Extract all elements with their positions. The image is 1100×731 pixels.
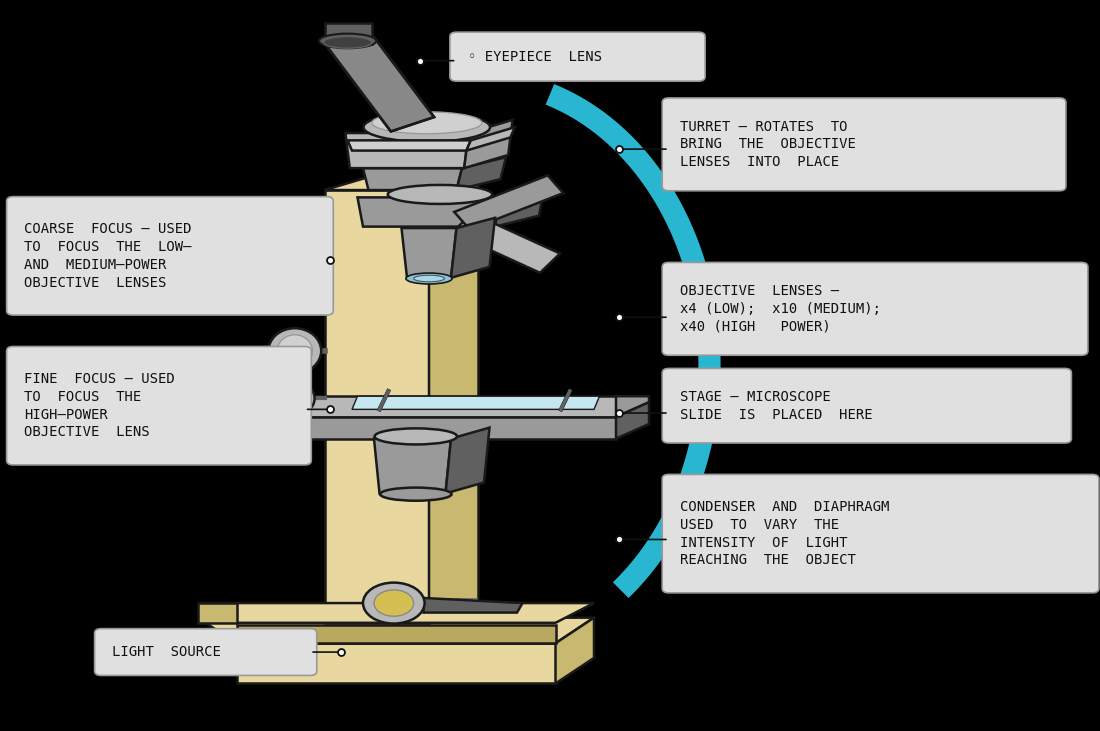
- Polygon shape: [324, 190, 429, 623]
- FancyBboxPatch shape: [662, 262, 1088, 355]
- Ellipse shape: [363, 113, 491, 142]
- FancyBboxPatch shape: [95, 629, 317, 675]
- Polygon shape: [236, 625, 556, 643]
- Polygon shape: [236, 643, 556, 683]
- Polygon shape: [363, 168, 462, 190]
- Polygon shape: [456, 157, 506, 190]
- Text: FINE  FOCUS – USED
TO  FOCUS  THE
HIGH–POWER
OBJECTIVE  LENS: FINE FOCUS – USED TO FOCUS THE HIGH–POWE…: [24, 372, 175, 439]
- Circle shape: [363, 583, 425, 624]
- Ellipse shape: [372, 112, 482, 134]
- Ellipse shape: [319, 34, 376, 48]
- Text: TURRET – ROTATES  TO
BRING  THE  OBJECTIVE
LENSES  INTO  PLACE: TURRET – ROTATES TO BRING THE OBJECTIVE …: [680, 120, 856, 169]
- FancyBboxPatch shape: [450, 32, 705, 81]
- Text: STAGE – MICROSCOPE
SLIDE  IS  PLACED  HERE: STAGE – MICROSCOPE SLIDE IS PLACED HERE: [680, 390, 872, 422]
- Ellipse shape: [381, 488, 452, 501]
- Text: COARSE  FOCUS – USED
TO  FOCUS  THE  LOW–
AND  MEDIUM–POWER
OBJECTIVE  LENSES: COARSE FOCUS – USED TO FOCUS THE LOW– AN…: [24, 222, 191, 289]
- Polygon shape: [324, 29, 435, 132]
- FancyBboxPatch shape: [7, 346, 311, 465]
- FancyBboxPatch shape: [7, 197, 333, 315]
- Polygon shape: [345, 133, 469, 168]
- Ellipse shape: [387, 185, 493, 204]
- Polygon shape: [297, 417, 616, 439]
- Text: ◦ EYEPIECE  LENS: ◦ EYEPIECE LENS: [468, 50, 602, 64]
- Ellipse shape: [275, 382, 315, 415]
- Polygon shape: [446, 428, 490, 493]
- Ellipse shape: [283, 387, 307, 409]
- Ellipse shape: [406, 273, 452, 284]
- Polygon shape: [451, 218, 495, 278]
- Text: CONDENSER  AND  DIAPHRAGM
USED  TO  VARY  THE
INTENSITY  OF  LIGHT
REACHING  THE: CONDENSER AND DIAPHRAGM USED TO VARY THE…: [680, 500, 889, 567]
- FancyBboxPatch shape: [662, 98, 1066, 191]
- Polygon shape: [429, 175, 478, 623]
- Polygon shape: [616, 396, 649, 417]
- Polygon shape: [374, 439, 451, 493]
- Text: OBJECTIVE  LENSES –
x4 (LOW);  x10 (MEDIUM);
x40 (HIGH   POWER): OBJECTIVE LENSES – x4 (LOW); x10 (MEDIUM…: [680, 284, 881, 333]
- Ellipse shape: [374, 428, 458, 444]
- Polygon shape: [424, 598, 522, 613]
- Polygon shape: [198, 603, 594, 623]
- Polygon shape: [352, 396, 600, 409]
- Polygon shape: [324, 175, 478, 190]
- Polygon shape: [454, 175, 563, 230]
- FancyBboxPatch shape: [662, 474, 1099, 593]
- FancyBboxPatch shape: [662, 368, 1071, 443]
- Ellipse shape: [414, 276, 444, 281]
- Polygon shape: [402, 228, 456, 278]
- Text: LIGHT  SOURCE: LIGHT SOURCE: [112, 645, 221, 659]
- Polygon shape: [452, 213, 560, 273]
- Ellipse shape: [323, 37, 372, 48]
- Ellipse shape: [277, 335, 312, 367]
- Polygon shape: [466, 127, 515, 151]
- Polygon shape: [198, 618, 594, 643]
- Circle shape: [374, 590, 414, 616]
- Polygon shape: [358, 197, 500, 227]
- Ellipse shape: [268, 328, 321, 374]
- Polygon shape: [616, 402, 649, 439]
- Polygon shape: [324, 23, 372, 44]
- Polygon shape: [297, 396, 616, 417]
- Polygon shape: [495, 186, 544, 227]
- Polygon shape: [198, 603, 236, 623]
- Polygon shape: [556, 618, 594, 683]
- Polygon shape: [464, 120, 513, 168]
- Polygon shape: [348, 140, 471, 151]
